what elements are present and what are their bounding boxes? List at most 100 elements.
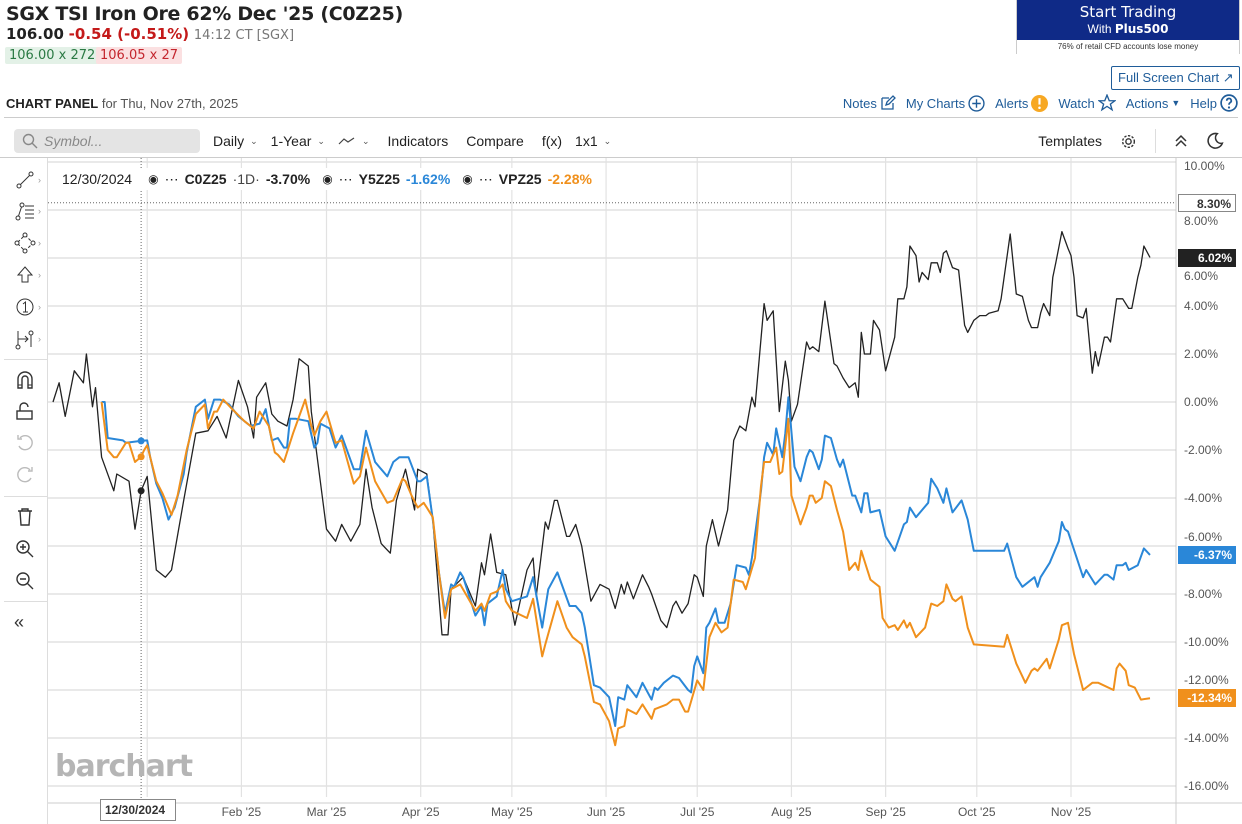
ask-badge: 106.05 x 27: [96, 47, 182, 64]
chart-type-dropdown[interactable]: ⌄: [338, 136, 370, 147]
y-tick-label: -2.00%: [1184, 443, 1223, 457]
line-tool-button[interactable]: ›: [14, 168, 44, 192]
more-icon[interactable]: ⋯: [478, 170, 493, 187]
x-tick-label: Feb '25: [221, 805, 262, 819]
templates-button[interactable]: Templates: [1038, 133, 1102, 149]
more-icon[interactable]: ⋯: [164, 170, 179, 187]
my-charts-link[interactable]: My Charts: [905, 94, 985, 112]
chart-grid: [48, 158, 1242, 824]
dark-mode-moon-icon[interactable]: [1206, 132, 1224, 150]
shapes-tool-button[interactable]: ›: [14, 231, 44, 255]
arrow-tool-button[interactable]: ›: [14, 263, 44, 287]
zoom-in-button[interactable]: [14, 537, 44, 561]
fibonacci-tool-button[interactable]: ›: [14, 199, 44, 223]
legend-value: -1.62%: [405, 171, 451, 187]
symbol-search-input[interactable]: Symbol...: [14, 129, 200, 153]
zoom-out-icon: [16, 572, 34, 590]
gear-icon[interactable]: [1120, 133, 1137, 150]
chevron-down-icon: ⌄: [361, 135, 370, 146]
watch-link[interactable]: Watch: [1058, 94, 1116, 112]
magnet-button[interactable]: [14, 368, 44, 392]
magnet-icon: [17, 371, 33, 389]
double-chevron-left-icon: «: [14, 611, 25, 632]
chevron-right-icon: ›: [38, 270, 41, 280]
my-charts-label: My Charts: [905, 95, 966, 111]
layout-dropdown[interactable]: 1x1 ⌄: [575, 133, 611, 149]
eye-icon[interactable]: ◉: [148, 172, 159, 186]
legend-symbol: VPZ25: [498, 171, 542, 187]
page-title: SGX TSI Iron Ore 62% Dec '25 (C0Z25): [6, 3, 403, 25]
x-tick-label: Nov '25: [1050, 805, 1092, 819]
legend-symbol: Y5Z25: [358, 171, 400, 187]
delete-drawings-button[interactable]: [14, 505, 44, 529]
chevron-down-icon: ⌄: [317, 135, 325, 146]
interval-dropdown[interactable]: Daily ⌄: [213, 133, 258, 149]
divider: [4, 117, 1238, 118]
collapse-up-icon[interactable]: [1174, 134, 1188, 148]
annotation-tool-button[interactable]: ›: [14, 295, 44, 319]
range-dropdown[interactable]: 1-Year ⌄: [271, 133, 325, 149]
plus-circle-icon: [968, 94, 985, 112]
legend-value: -2.28%: [547, 171, 592, 187]
y-tick-label: -4.00%: [1184, 491, 1223, 505]
collapse-toolbar-button[interactable]: «: [14, 610, 44, 634]
notes-link[interactable]: Notes: [843, 95, 896, 111]
legend-value: -3.70%: [265, 171, 311, 187]
y-tick-label: 8.00%: [1184, 213, 1219, 228]
divider: [4, 496, 48, 497]
chart-panel-date: for Thu, Nov 27th, 2025: [101, 96, 239, 111]
caret-down-icon: ▼: [1171, 98, 1181, 108]
crosshair: [48, 158, 1176, 803]
crosshair-point-vpz25: [137, 453, 145, 461]
measure-tool-button[interactable]: ›: [14, 327, 44, 351]
more-icon[interactable]: ⋯: [338, 170, 353, 187]
lock-button[interactable]: [14, 399, 44, 423]
y-tick-label: 2.00%: [1184, 347, 1219, 361]
quote-time: 14:12 CT [SGX]: [193, 28, 295, 43]
y-tick-label: -8.00%: [1184, 587, 1223, 601]
y-tick-label: 0.00%: [1184, 395, 1219, 409]
compare-button[interactable]: Compare: [466, 133, 524, 149]
help-icon: [1220, 94, 1238, 112]
eye-icon[interactable]: ◉: [462, 172, 473, 186]
y-tick-label: -12.00%: [1184, 673, 1229, 688]
bid-badge: 106.00 x 272: [5, 47, 100, 64]
undo-button[interactable]: [14, 431, 44, 455]
divider: [0, 157, 1242, 158]
y-tick-label: -6.00%: [1184, 529, 1223, 544]
crosshair-date-label: 12/30/2024: [100, 799, 176, 821]
alerts-link[interactable]: Alerts: [995, 94, 1049, 112]
chart-series: [52, 230, 1151, 747]
chevron-down-icon: ⌄: [250, 135, 258, 146]
fibonacci-icon: [15, 202, 34, 221]
symbol-placeholder: Symbol...: [44, 133, 103, 149]
redo-icon: [17, 467, 33, 483]
chevron-right-icon: ›: [38, 334, 41, 344]
zoom-out-button[interactable]: [14, 569, 44, 593]
help-label: Help: [1190, 95, 1217, 111]
notes-label: Notes: [842, 95, 877, 111]
actions-menu[interactable]: Actions ▼: [1126, 96, 1181, 111]
fx-button[interactable]: f(x): [541, 133, 563, 149]
full-screen-chart-button[interactable]: Full Screen Chart ↗: [1111, 66, 1240, 90]
interval-label: Daily: [213, 133, 245, 149]
y-tick-label: -10.00%: [1184, 635, 1229, 649]
quote-line: 106.00 -0.54 (-0.51%) 14:12 CT [SGX]: [6, 25, 294, 43]
redo-button[interactable]: [14, 463, 44, 487]
alert-icon: [1031, 94, 1049, 112]
advertisement-banner[interactable]: Start Trading With Plus500 76% of retail…: [1016, 0, 1240, 54]
help-link[interactable]: Help: [1190, 94, 1238, 112]
legend-date: 12/30/2024: [62, 171, 133, 187]
chart-toolbar: Symbol... Daily ⌄ 1-Year ⌄ ⌄ Indicators Co…: [0, 126, 1242, 156]
zoom-in-icon: [16, 540, 34, 558]
measure-icon: [15, 330, 34, 350]
indicators-button[interactable]: Indicators: [387, 133, 449, 149]
search-icon: [22, 133, 38, 149]
series-line-vpz25: [100, 398, 1151, 747]
comparison-line-chart[interactable]: [48, 158, 1242, 824]
layout-label: 1x1: [575, 133, 598, 149]
eye-icon[interactable]: ◉: [322, 172, 333, 186]
x-tick-label: Oct '25: [957, 805, 996, 819]
divider: [1155, 129, 1156, 153]
ad-disclaimer: 76% of retail CFD accounts lose money: [1057, 42, 1199, 51]
